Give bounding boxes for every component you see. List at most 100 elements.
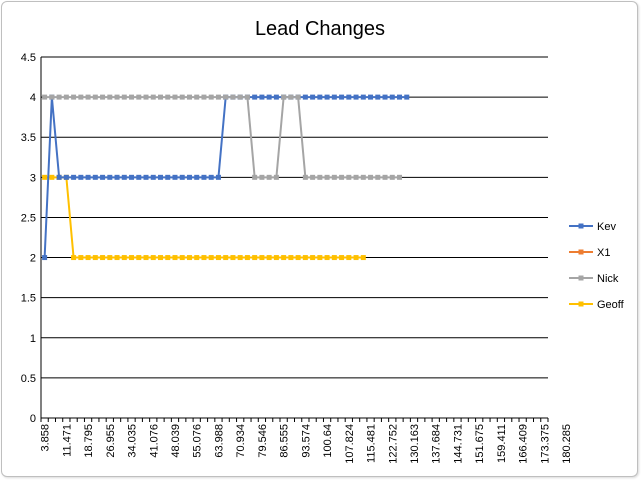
data-point-nick bbox=[252, 174, 258, 180]
data-point-kev bbox=[360, 94, 366, 100]
data-point-kev bbox=[339, 94, 345, 100]
x-tick-label: 115.481 bbox=[366, 424, 378, 463]
data-point-kev bbox=[136, 174, 142, 180]
data-point-kev bbox=[368, 94, 374, 100]
data-point-nick bbox=[129, 94, 135, 100]
gridlines bbox=[41, 56, 548, 379]
data-point-geoff bbox=[129, 255, 135, 261]
legend-item-kev: Kev bbox=[569, 221, 616, 233]
data-point-geoff bbox=[346, 255, 352, 261]
data-point-nick bbox=[63, 94, 69, 100]
series-geoff bbox=[42, 174, 366, 261]
data-point-kev bbox=[172, 174, 178, 180]
data-point-nick bbox=[382, 174, 388, 180]
data-point-nick bbox=[259, 174, 265, 180]
data-point-kev bbox=[71, 174, 77, 180]
data-point-nick bbox=[143, 94, 149, 100]
legend-item-geoff: Geoff bbox=[569, 299, 625, 311]
x-tick-label: 100.64 bbox=[322, 424, 334, 458]
x-tick-label: 130.163 bbox=[409, 424, 421, 464]
data-point-nick bbox=[331, 174, 337, 180]
data-point-kev bbox=[259, 94, 265, 100]
legend: Kev X1 Nick Geoff bbox=[569, 221, 625, 311]
y-tick-label: 0.5 bbox=[21, 373, 36, 385]
data-point-kev bbox=[100, 174, 106, 180]
data-point-nick bbox=[165, 94, 171, 100]
data-point-geoff bbox=[288, 255, 294, 261]
data-point-kev bbox=[266, 94, 272, 100]
data-point-kev bbox=[302, 94, 308, 100]
data-point-nick bbox=[302, 174, 308, 180]
legend-label: X1 bbox=[597, 247, 610, 259]
legend-label: Geoff bbox=[597, 299, 625, 311]
data-point-kev bbox=[331, 94, 337, 100]
data-point-geoff bbox=[179, 255, 185, 261]
data-point-kev bbox=[78, 174, 84, 180]
data-point-nick bbox=[339, 174, 345, 180]
x-tick-label: 151.675 bbox=[474, 424, 486, 464]
data-point-kev bbox=[56, 174, 62, 180]
data-point-nick bbox=[310, 174, 316, 180]
x-tick-label: 34.035 bbox=[127, 424, 139, 458]
data-point-nick bbox=[208, 94, 214, 100]
x-tick-label: 41.076 bbox=[148, 424, 160, 458]
x-tick-label: 63.988 bbox=[213, 424, 225, 458]
data-point-nick bbox=[158, 94, 164, 100]
data-point-nick bbox=[397, 174, 403, 180]
data-point-kev bbox=[129, 174, 135, 180]
legend-swatch-marker bbox=[578, 223, 584, 229]
axes: 0 0.5 1 1.5 2 2.5 3 3.5 4 4.5 3.858 11.471 18.795 26.… bbox=[21, 52, 573, 464]
data-point-kev bbox=[107, 174, 113, 180]
data-point-nick bbox=[78, 94, 84, 100]
data-point-kev bbox=[346, 94, 352, 100]
y-tick-label: 0 bbox=[30, 413, 36, 425]
x-tick-label: 122.752 bbox=[387, 424, 399, 464]
data-point-nick bbox=[368, 174, 374, 180]
data-point-geoff bbox=[273, 255, 279, 261]
data-point-kev bbox=[324, 94, 330, 100]
data-point-geoff bbox=[71, 255, 77, 261]
data-point-geoff bbox=[121, 255, 127, 261]
data-point-nick bbox=[186, 94, 192, 100]
data-point-geoff bbox=[100, 255, 106, 261]
data-point-kev bbox=[143, 174, 149, 180]
data-point-kev bbox=[42, 255, 48, 261]
data-point-geoff bbox=[143, 255, 149, 261]
x-tick-label: 159.411 bbox=[496, 424, 508, 463]
legend-swatch-marker bbox=[578, 275, 584, 281]
data-point-nick bbox=[85, 94, 91, 100]
x-tick-label: 173.375 bbox=[539, 424, 551, 464]
data-point-geoff bbox=[42, 174, 48, 180]
x-tick-label: 70.934 bbox=[235, 424, 247, 458]
data-point-geoff bbox=[186, 255, 192, 261]
data-point-geoff bbox=[208, 255, 214, 261]
data-point-nick bbox=[201, 94, 207, 100]
data-point-kev bbox=[404, 94, 410, 100]
data-point-kev bbox=[121, 174, 127, 180]
x-tick-label: 137.684 bbox=[431, 424, 443, 464]
data-point-geoff bbox=[295, 255, 301, 261]
data-point-nick bbox=[389, 174, 395, 180]
data-point-kev bbox=[92, 174, 98, 180]
data-point-nick bbox=[353, 174, 359, 180]
data-point-geoff bbox=[85, 255, 91, 261]
data-point-kev bbox=[150, 174, 156, 180]
data-point-nick bbox=[179, 94, 185, 100]
y-tick-label: 4.5 bbox=[21, 52, 36, 64]
data-point-kev bbox=[353, 94, 359, 100]
x-tick-label: 180.285 bbox=[561, 424, 573, 464]
data-point-kev bbox=[310, 94, 316, 100]
y-tick-label: 3 bbox=[30, 172, 36, 184]
data-point-kev bbox=[208, 174, 214, 180]
data-point-geoff bbox=[201, 255, 207, 261]
x-tick-label: 26.955 bbox=[105, 424, 117, 458]
x-tick-label: 11.471 bbox=[61, 424, 73, 457]
data-point-nick bbox=[288, 94, 294, 100]
x-tick-label: 107.824 bbox=[344, 424, 356, 464]
legend-swatch-marker bbox=[578, 301, 584, 307]
data-point-kev bbox=[273, 94, 279, 100]
x-tick-label: 79.546 bbox=[257, 424, 269, 458]
data-point-geoff bbox=[324, 255, 330, 261]
data-point-geoff bbox=[114, 255, 120, 261]
